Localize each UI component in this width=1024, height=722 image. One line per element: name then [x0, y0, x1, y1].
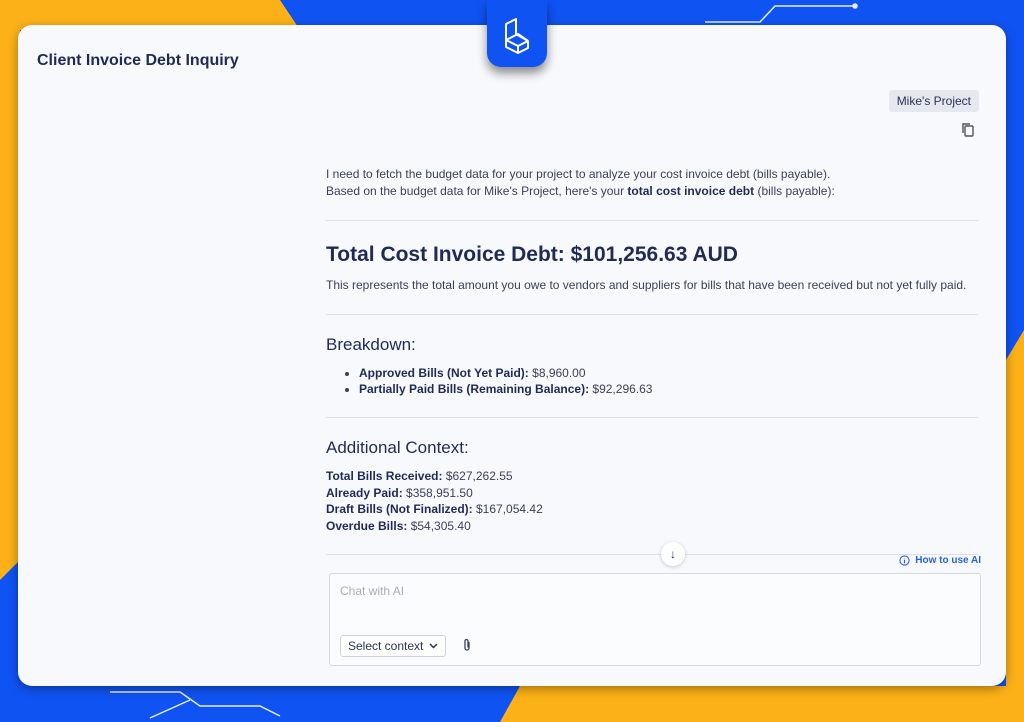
- breakdown-list: Approved Bills (Not Yet Paid): $8,960.00…: [359, 365, 978, 397]
- intro-line-1: I need to fetch the budget data for your…: [326, 167, 831, 181]
- chevron-down-icon: [429, 643, 438, 649]
- attach-icon[interactable]: [463, 638, 471, 657]
- intro-line-2: Based on the budget data for Mike's Proj…: [326, 184, 835, 198]
- list-item: Approved Bills (Not Yet Paid): $8,960.00: [359, 365, 978, 381]
- total-debt-heading: Total Cost Invoice Debt: $101,256.63 AUD: [326, 243, 738, 266]
- context-item: Total Bills Received: $627,262.55: [326, 469, 513, 483]
- context-item: Draft Bills (Not Finalized): $167,054.42: [326, 502, 543, 516]
- app-logo: [487, 0, 547, 67]
- how-to-use-ai-link[interactable]: How to use AI: [899, 555, 981, 566]
- divider: [326, 314, 978, 315]
- total-debt-description: This represents the total amount you owe…: [326, 278, 967, 292]
- info-icon: [899, 555, 910, 566]
- divider: [326, 554, 978, 555]
- divider: [326, 417, 978, 418]
- building-b-logo: [505, 17, 529, 54]
- context-heading: Additional Context:: [326, 438, 469, 457]
- scroll-down-button[interactable]: ↓: [661, 542, 685, 566]
- ai-response: I need to fetch the budget data for your…: [326, 166, 978, 555]
- project-badge: Mike's Project: [888, 90, 979, 112]
- list-item: Partially Paid Bills (Remaining Balance)…: [359, 381, 978, 397]
- context-item: Overdue Bills: $54,305.40: [326, 518, 471, 533]
- app-window: Client Invoice Debt Inquiry Mike's Proje…: [18, 25, 1006, 686]
- chat-input[interactable]: Chat with AI: [340, 584, 405, 598]
- chat-input-box[interactable]: Chat with AI Select context: [329, 573, 981, 666]
- divider: [326, 220, 978, 221]
- context-item: Already Paid: $358,951.50: [326, 485, 473, 500]
- arrow-down-icon: ↓: [670, 547, 676, 561]
- copy-icon[interactable]: [961, 122, 975, 143]
- select-context-dropdown[interactable]: Select context: [340, 635, 447, 657]
- breakdown-heading: Breakdown:: [326, 335, 416, 354]
- page-title: Client Invoice Debt Inquiry: [37, 52, 239, 69]
